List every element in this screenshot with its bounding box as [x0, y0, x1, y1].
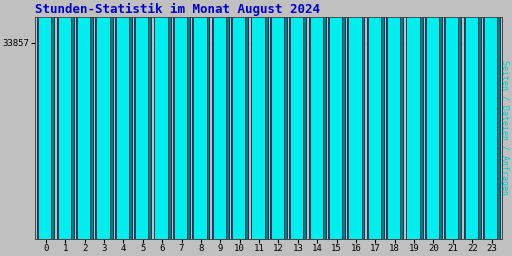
Bar [231, 0, 248, 239]
Bar [367, 0, 384, 239]
Bar [76, 0, 93, 239]
Bar [290, 0, 304, 239]
Bar [387, 0, 400, 239]
Bar [135, 0, 148, 239]
Bar [386, 0, 403, 239]
Y-axis label: Seiten / Dateien / Anfragen: Seiten / Dateien / Anfragen [500, 60, 509, 195]
Bar [38, 0, 52, 239]
Bar [57, 0, 74, 239]
Bar [329, 0, 342, 239]
Bar [155, 0, 168, 239]
Bar [77, 0, 90, 239]
Bar [309, 0, 326, 239]
Bar [483, 0, 500, 239]
Bar [368, 0, 381, 239]
Bar [406, 0, 422, 239]
Bar [96, 0, 110, 239]
Bar [212, 0, 229, 239]
Bar [484, 0, 497, 239]
Bar [444, 0, 461, 239]
Bar [464, 0, 481, 239]
Bar [193, 0, 209, 239]
Bar [250, 0, 268, 239]
Bar [193, 0, 206, 239]
Bar [134, 0, 152, 239]
Bar [212, 0, 226, 239]
Bar [310, 0, 323, 239]
Bar [57, 0, 71, 239]
Bar [95, 0, 113, 239]
Bar [251, 0, 265, 239]
Text: Stunden-Statistik im Monat August 2024: Stunden-Statistik im Monat August 2024 [35, 3, 320, 16]
Bar [289, 0, 306, 239]
Bar [174, 0, 187, 239]
Bar [328, 0, 345, 239]
Bar [407, 0, 420, 239]
Bar [154, 0, 170, 239]
Bar [232, 0, 245, 239]
Bar [464, 0, 478, 239]
Bar [445, 0, 458, 239]
Bar [270, 0, 287, 239]
Bar [348, 0, 361, 239]
Bar [426, 0, 439, 239]
Bar [348, 0, 365, 239]
Bar [271, 0, 284, 239]
Bar [37, 0, 54, 239]
Bar [425, 0, 442, 239]
Bar [173, 0, 190, 239]
Bar [115, 0, 132, 239]
Bar [116, 0, 129, 239]
